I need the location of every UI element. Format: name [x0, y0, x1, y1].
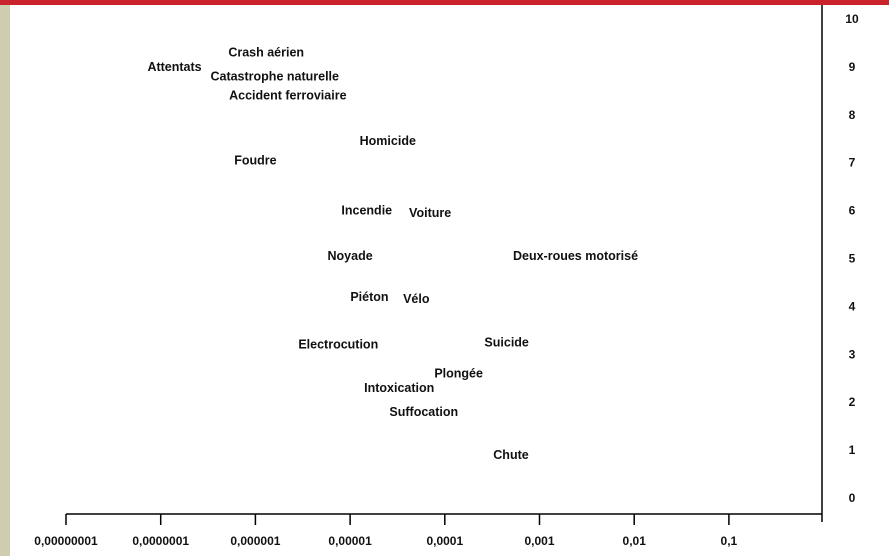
- x-tick-label: 0,1: [721, 534, 738, 548]
- point-label-accident-ferroviaire: Accident ferroviaire: [229, 89, 346, 103]
- point-label-incendie: Incendie: [341, 204, 392, 218]
- point-label-electrocution: Electrocution: [298, 338, 378, 352]
- point-label-suffocation: Suffocation: [389, 405, 458, 419]
- left-decorative-strip: [0, 5, 10, 556]
- x-tick-label: 0,0000001: [132, 534, 189, 548]
- point-label-velo: Vélo: [403, 292, 430, 306]
- y-tick-label: 8: [849, 108, 856, 122]
- x-axis-ticks: 0,00000001 0,0000001 0,000001 0,00001 0,0001…: [34, 514, 738, 548]
- x-tick-label: 0,00001: [328, 534, 372, 548]
- y-tick-label: 4: [849, 299, 856, 313]
- point-label-homicide: Homicide: [360, 134, 416, 148]
- point-label-voiture: Voiture: [409, 206, 451, 220]
- point-label-noyade: Noyade: [328, 249, 373, 263]
- point-label-catastrophe-naturelle: Catastrophe naturelle: [210, 69, 339, 83]
- point-label-suicide: Suicide: [484, 335, 529, 349]
- point-label-foudre: Foudre: [234, 153, 276, 167]
- y-tick-label: 0: [849, 491, 856, 505]
- x-tick-label: 0,001: [524, 534, 554, 548]
- y-axis-ticks: 0 1 2 3 4 5 6 7 8 9 10: [845, 12, 859, 505]
- x-tick-label: 0,0001: [426, 534, 463, 548]
- y-tick-label: 1: [849, 443, 856, 457]
- y-tick-label: 3: [849, 347, 856, 361]
- y-tick-label: 9: [849, 60, 856, 74]
- y-tick-label: 5: [849, 252, 856, 266]
- data-points: Crash aérien Attentats Catastrophe naturel…: [147, 46, 638, 462]
- point-label-plongee: Plongée: [434, 366, 483, 380]
- x-tick-label: 0,00000001: [34, 534, 98, 548]
- y-tick-label: 10: [845, 12, 859, 26]
- x-tick-label: 0,01: [623, 534, 647, 548]
- x-tick-label: 0,000001: [230, 534, 280, 548]
- point-label-attentats: Attentats: [147, 60, 201, 74]
- point-label-intoxication: Intoxication: [364, 381, 434, 395]
- y-tick-label: 2: [849, 395, 856, 409]
- point-label-crash-aerien: Crash aérien: [228, 46, 304, 60]
- point-label-chute: Chute: [493, 448, 528, 462]
- top-accent-bar: [0, 0, 889, 5]
- y-tick-label: 7: [849, 156, 856, 170]
- point-label-pieton: Piéton: [350, 290, 388, 304]
- y-tick-label: 6: [849, 204, 856, 218]
- point-label-deux-roues-motorise: Deux-roues motorisé: [513, 249, 638, 263]
